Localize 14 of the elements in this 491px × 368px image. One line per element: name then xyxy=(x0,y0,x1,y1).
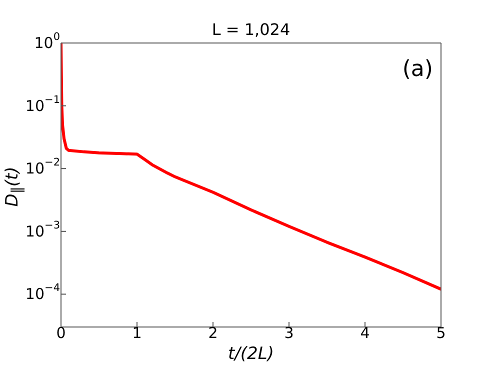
x-tick-label: 0 xyxy=(56,324,66,342)
x-tick-label: 2 xyxy=(208,324,218,342)
y-tick-label: 10$^{−3}$ xyxy=(25,219,60,240)
x-tick-label: 4 xyxy=(360,324,370,342)
x-tick-label: 5 xyxy=(436,324,446,342)
y-tick-label: 10$^{−2}$ xyxy=(25,156,60,178)
x-axis-title: t/(2L) xyxy=(227,344,275,364)
y-tick-label: 10$^{−1}$ xyxy=(25,94,60,115)
chart-title: L = 1,024 xyxy=(210,20,292,39)
x-tick-label: 3 xyxy=(284,324,294,342)
y-tick-label: 10$^{0}$ xyxy=(34,31,60,52)
y-tick-label: 10$^{−4}$ xyxy=(25,282,60,304)
annotation: (a) xyxy=(402,57,433,82)
x-tick-label: 1 xyxy=(132,324,142,342)
